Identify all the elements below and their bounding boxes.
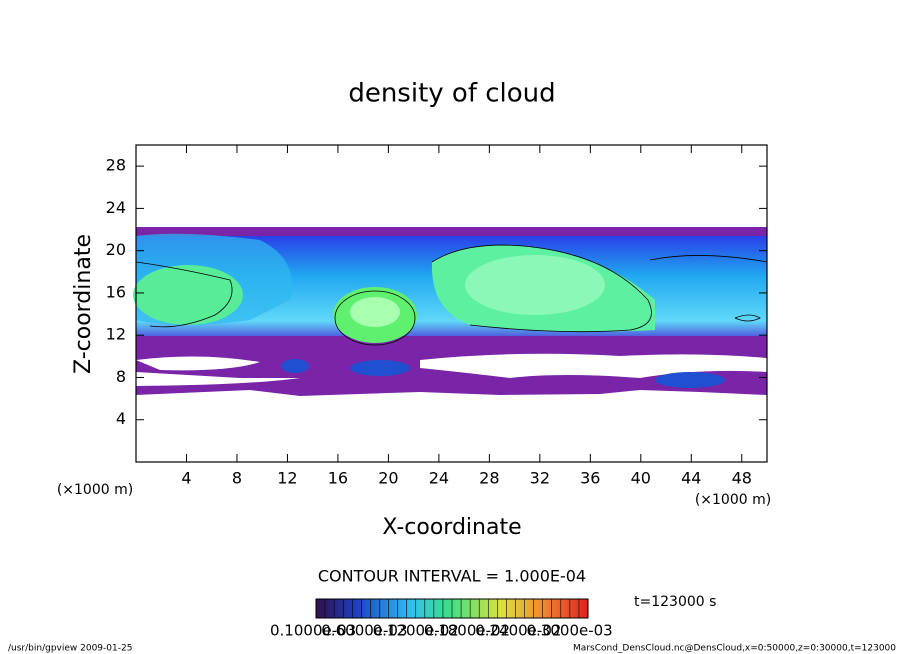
x-tick-label: 36 — [580, 469, 600, 488]
field — [133, 227, 768, 396]
x-tick-label: 24 — [429, 469, 449, 488]
y-tick-label: 4 — [116, 409, 126, 428]
x-tick-label: 48 — [732, 469, 752, 488]
y-tick-label: 20 — [106, 240, 126, 259]
x-tick-label: 20 — [378, 469, 398, 488]
chart-title: density of cloud — [348, 79, 555, 109]
y-unit: (×1000 m) — [57, 482, 133, 498]
x-tick-label: 28 — [479, 469, 499, 488]
plot-frame — [135, 144, 768, 463]
x-tick-label: 8 — [232, 469, 242, 488]
colorbar — [315, 598, 589, 619]
y-axis-label: Z-coordinate — [71, 234, 96, 374]
contour-interval: CONTOUR INTERVAL = 1.000E-04 — [318, 567, 586, 586]
y-tick-label: 16 — [106, 282, 126, 301]
x-tick-label: 16 — [328, 469, 348, 488]
colorbar-label: 0.1800e-02 — [424, 622, 510, 640]
y-tick-label: 8 — [116, 367, 126, 386]
time-label: t=123000 s — [634, 594, 716, 610]
y-tick-label: 12 — [106, 325, 126, 344]
colorbar-label: 0.1200e-02 — [373, 622, 459, 640]
y-tick-label: 28 — [106, 156, 126, 175]
colorbar-label: 0.1000e-03 — [270, 622, 356, 640]
x-tick-label: 44 — [681, 469, 701, 488]
footer-right: MarsCond_DensCloud.nc@DensCloud,x=0:5000… — [573, 644, 896, 654]
colorbar-label: 0.3000e-03 — [527, 622, 613, 640]
x-unit: (×1000 m) — [695, 492, 771, 508]
y-tick-label: 24 — [106, 198, 126, 217]
x-tick-label: 32 — [530, 469, 550, 488]
x-tick-label: 40 — [631, 469, 651, 488]
x-tick-label: 12 — [277, 469, 297, 488]
colorbar-label: 0.2400e-02 — [475, 622, 561, 640]
x-axis-label: X-coordinate — [382, 515, 521, 540]
colorbar-label: 0.6000e-03 — [321, 622, 407, 640]
x-tick-label: 4 — [181, 469, 191, 488]
footer-left: /usr/bin/gpview 2009-01-25 — [8, 644, 132, 654]
